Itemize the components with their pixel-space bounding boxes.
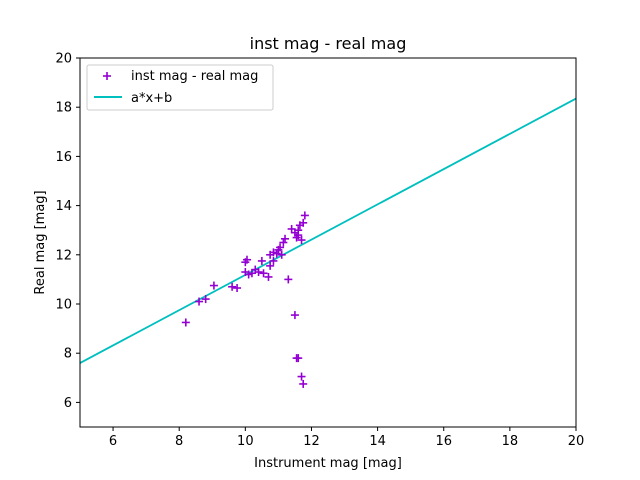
legend-line-label: a*x+b xyxy=(131,91,172,106)
y-tick-label: 10 xyxy=(55,298,72,313)
y-axis-label: Real mag [mag] xyxy=(33,190,48,294)
scatter-point xyxy=(299,379,308,388)
scatter-point xyxy=(277,250,286,259)
scatter-point xyxy=(266,261,275,270)
x-tick-label: 16 xyxy=(435,434,452,449)
plot-frame xyxy=(79,57,577,428)
scatter-point xyxy=(300,211,309,220)
scatter-point xyxy=(181,318,190,327)
scatter-point xyxy=(297,236,306,245)
scatter-point xyxy=(195,297,204,306)
legend-box xyxy=(86,64,274,111)
x-tick-label: 14 xyxy=(369,434,386,449)
scatter-point xyxy=(276,243,285,252)
x-axis-label: Instrument mag [mag] xyxy=(254,456,402,471)
scatter-point xyxy=(254,268,263,277)
axis-ticks: 6 8 10 12 14 16 18 20 6 8 10 12 14 16 18 20 xyxy=(55,52,584,450)
chart-title: inst mag - real mag xyxy=(250,34,407,53)
x-tick-label: 20 xyxy=(568,434,585,449)
y-tick-label: 20 xyxy=(55,52,72,67)
plot-area xyxy=(80,97,576,388)
scatter-point xyxy=(242,255,251,264)
scatter-point xyxy=(259,269,268,278)
y-tick-label: 12 xyxy=(55,248,72,263)
scatter-point xyxy=(264,272,273,281)
x-tick-label: 6 xyxy=(109,434,117,449)
scatter-point xyxy=(228,282,237,291)
scatter-point xyxy=(294,354,303,363)
y-tick-label: 16 xyxy=(55,150,72,165)
scatter-point xyxy=(209,281,218,290)
scatter-point xyxy=(279,238,288,247)
fit-line xyxy=(80,97,576,364)
y-tick-label: 18 xyxy=(55,101,72,116)
legend: inst mag - real mag a*x+b xyxy=(86,64,274,111)
scatter-point xyxy=(290,311,299,320)
scatter-point xyxy=(201,295,210,304)
legend-scatter-label: inst mag - real mag xyxy=(131,69,258,84)
scatter-point xyxy=(272,249,281,258)
x-tick-label: 8 xyxy=(175,434,183,449)
scatter-point xyxy=(297,372,306,381)
y-tick-label: 8 xyxy=(64,347,72,362)
x-tick-label: 10 xyxy=(237,434,254,449)
y-tick-label: 14 xyxy=(55,199,72,214)
y-tick-label: 6 xyxy=(64,396,72,411)
scatter-point xyxy=(269,256,278,265)
scatter-point xyxy=(299,218,308,227)
x-tick-label: 12 xyxy=(303,434,320,449)
scatter-point xyxy=(284,275,293,284)
scatter-point xyxy=(281,234,290,243)
legend-scatter-marker xyxy=(103,72,111,80)
x-tick-label: 18 xyxy=(502,434,519,449)
scatter-point xyxy=(257,256,266,265)
scatter-point xyxy=(294,226,303,235)
scatter-point xyxy=(233,284,242,293)
